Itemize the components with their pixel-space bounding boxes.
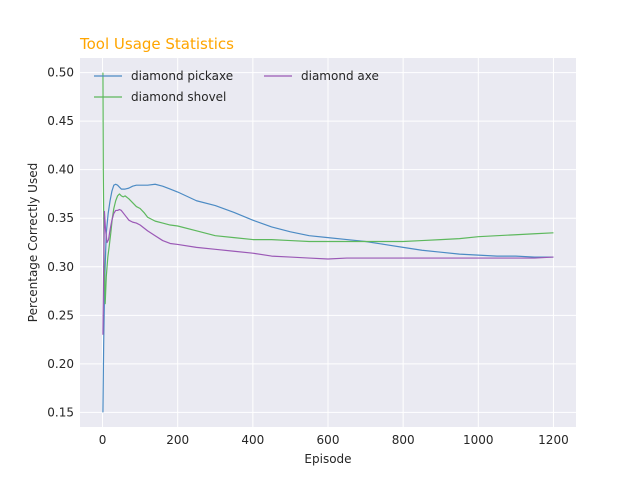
x-tick-label: 800 [392,433,415,447]
series-lines [102,72,554,413]
x-tick-labels: 0 200 400 600 800 1000 1200 [99,433,569,447]
x-axis-label: Episode [304,452,351,466]
legend: diamond pickaxe diamond shovel diamond axe [94,69,379,104]
y-axis-label: Percentage Correctly Used [26,163,40,322]
x-tick-label: 0 [99,433,107,447]
y-tick-label: 0.50 [47,66,74,80]
chart-title: Tool Usage Statistics [79,35,234,53]
grid-lines [80,58,576,427]
series-line-diamond-shovel [102,72,554,305]
legend-label: diamond axe [301,69,379,83]
y-tick-labels: 0.15 0.20 0.25 0.30 0.35 0.40 0.45 0.50 [47,66,74,420]
series-line-diamond-axe [102,208,554,335]
x-tick-label: 400 [241,433,264,447]
x-tick-label: 600 [317,433,340,447]
y-tick-label: 0.30 [47,260,74,274]
y-tick-label: 0.25 [47,308,74,322]
y-tick-label: 0.20 [47,357,74,371]
series-line-diamond-pickaxe [102,183,554,413]
x-tick-label: 1000 [463,433,494,447]
legend-label: diamond pickaxe [131,69,233,83]
y-tick-label: 0.45 [47,114,74,128]
x-tick-label: 1200 [538,433,569,447]
y-tick-label: 0.40 [47,163,74,177]
x-tick-label: 200 [166,433,189,447]
y-tick-label: 0.15 [47,405,74,419]
y-tick-label: 0.35 [47,211,74,225]
legend-label: diamond shovel [131,90,226,104]
